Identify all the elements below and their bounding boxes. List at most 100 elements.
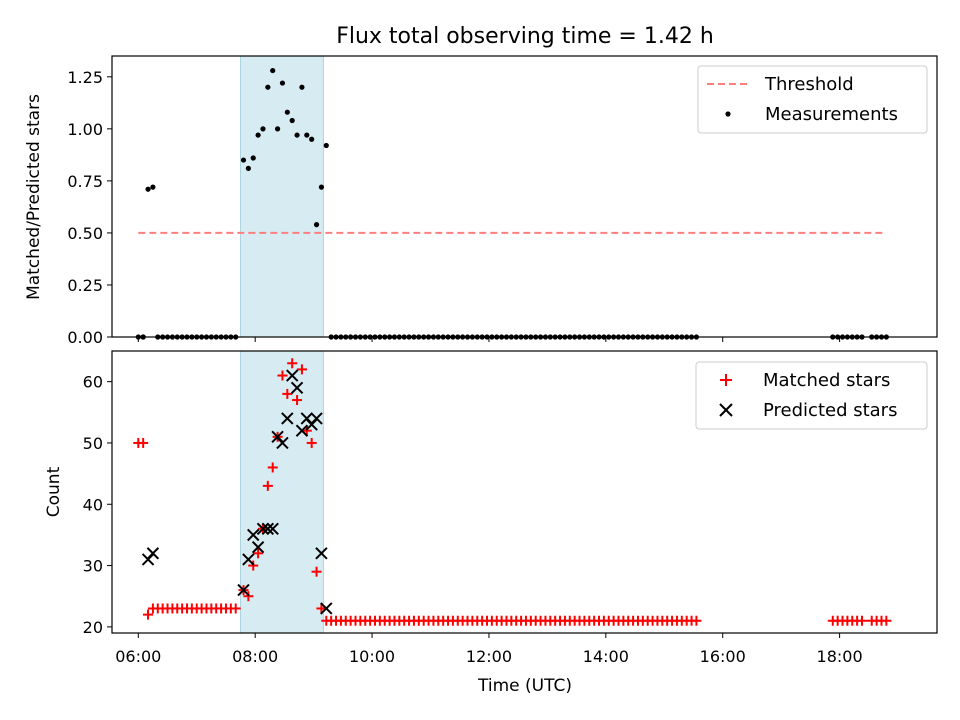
predicted-stars-point	[146, 547, 160, 560]
measurement-point	[284, 109, 290, 115]
bottom-y-tick-label: 30	[83, 557, 103, 576]
bottom-panel: 20 30 40 50 60 06:00 08:00 10:00 12:00 14:00 16:00…	[44, 350, 938, 696]
matched-stars-point	[311, 566, 322, 577]
top-y-tick-label: 1.00	[67, 120, 103, 139]
predicted-stars-point-b	[310, 412, 323, 425]
top-y-axis-label: Matched/Predicted stars	[24, 94, 44, 300]
bottom-x-tick-label: 18:00	[817, 647, 863, 666]
bottom-axes-frame	[111, 350, 938, 634]
matched-stars-point	[857, 615, 867, 626]
bottom-y-tick-label: 50	[83, 434, 103, 453]
bottom-x-tick-label: 10:00	[349, 647, 395, 666]
bottom-series	[133, 358, 892, 626]
matched-stars-point	[316, 603, 327, 614]
bottom-shaded-interval	[240, 350, 324, 634]
bottom-legend: Matched stars Predicted stars	[695, 361, 928, 430]
matched-stars-point	[292, 395, 303, 406]
predicted-stars-point	[251, 540, 265, 554]
predicted-stars-point-b	[237, 583, 250, 597]
predicted-stars-point-b	[247, 528, 260, 542]
measurement-point	[299, 84, 305, 90]
predicted-stars-point	[266, 522, 279, 535]
predicted-stars-point-b	[315, 547, 328, 560]
predicted-stars-point-b	[261, 522, 275, 535]
top-legend-box	[697, 65, 928, 134]
top-y-tick-label: 0.75	[67, 172, 103, 191]
measurement-point	[260, 126, 266, 132]
measurement-point	[240, 157, 247, 163]
predicted-stars-point	[320, 602, 333, 615]
measurement-point	[313, 222, 320, 228]
predicted-stars-point-b	[266, 522, 279, 535]
predicted-stars-point-b	[285, 369, 299, 382]
measurement-point	[323, 142, 329, 149]
measurement-point	[265, 84, 271, 90]
predicted-stars-point-b	[290, 381, 304, 394]
predicted-stars-point-b	[256, 522, 270, 535]
measurements-legend-label: Measurements	[765, 104, 898, 125]
top-y-tick-label: 0.50	[67, 224, 103, 243]
bottom-y-axis-label: Count	[44, 466, 64, 517]
matched-legend-label: Matched stars	[763, 370, 890, 391]
matched-stars-point	[143, 609, 154, 620]
predicted-legend-marker	[719, 403, 733, 417]
measurement-point	[274, 126, 281, 132]
predicted-stars-point	[237, 583, 250, 597]
predicted-stars-point	[295, 424, 309, 437]
bottom-x-tick-label: 06:00	[115, 647, 161, 666]
measurement-point	[318, 184, 325, 190]
predicted-stars-point	[281, 412, 294, 425]
top-shaded-interval	[240, 55, 324, 338]
top-y-tick-label: 0.00	[67, 328, 103, 347]
predicted-stars-point	[290, 381, 304, 394]
predicted-stars-point-b	[281, 412, 294, 425]
predicted-stars-point-b	[251, 540, 265, 554]
matched-stars-point	[301, 425, 312, 436]
predicted-stars-point	[315, 547, 328, 560]
predicted-stars-point-b	[276, 436, 289, 450]
matched-stars-point	[248, 560, 259, 571]
measurements-legend-marker	[725, 111, 731, 117]
measurement-point	[255, 132, 261, 138]
measurement-point	[150, 184, 156, 190]
bottom-legend-box	[695, 361, 928, 430]
predicted-stars-point	[276, 436, 289, 450]
predicted-stars-point-b	[295, 424, 309, 437]
top-axes-frame	[111, 55, 938, 338]
bottom-x-tick-label: 14:00	[583, 647, 629, 666]
threshold-legend-label: Threshold	[764, 74, 854, 95]
measurement-point	[279, 80, 286, 86]
bottom-axis-ticks: 20 30 40 50 60 06:00 08:00 10:00 12:00 14:00 16:00…	[83, 373, 863, 666]
measurement-point	[250, 155, 256, 161]
predicted-stars-point	[256, 522, 270, 535]
measurement-point	[309, 136, 315, 142]
bottom-y-tick-label: 20	[83, 618, 103, 637]
matched-stars-point	[138, 437, 149, 448]
bottom-x-tick-label: 12:00	[466, 647, 512, 666]
top-y-tick-label: 1.25	[67, 68, 103, 87]
matched-stars-point	[243, 591, 254, 602]
matched-stars-point	[881, 615, 892, 626]
predicted-stars-point	[310, 412, 323, 425]
matched-stars-point	[267, 462, 278, 473]
matched-stars-point	[253, 548, 264, 559]
x-axis-label: Time (UTC)	[477, 676, 572, 696]
measurement-point	[294, 132, 300, 138]
matched-stars-point	[230, 603, 241, 614]
matched-stars-point	[296, 364, 307, 375]
top-y-tick-label: 0.25	[67, 276, 103, 295]
top-legend: Threshold Measurements	[697, 65, 928, 134]
predicted-stars-point-b	[271, 430, 284, 444]
matched-stars-point	[282, 388, 293, 399]
predicted-stars-point-b	[300, 412, 314, 425]
predicted-stars-point-b	[242, 553, 255, 566]
matched-stars-point	[277, 370, 288, 381]
matched-stars-point	[306, 437, 317, 448]
predicted-stars-point	[242, 553, 255, 566]
matched-stars-point	[262, 480, 273, 491]
predicted-stars-point	[285, 369, 299, 382]
predicted-stars-point	[261, 522, 275, 535]
measurement-point	[270, 67, 276, 74]
top-axis-ticks: 0.00 0.25 0.50 0.75 1.00 1.25	[67, 68, 841, 347]
